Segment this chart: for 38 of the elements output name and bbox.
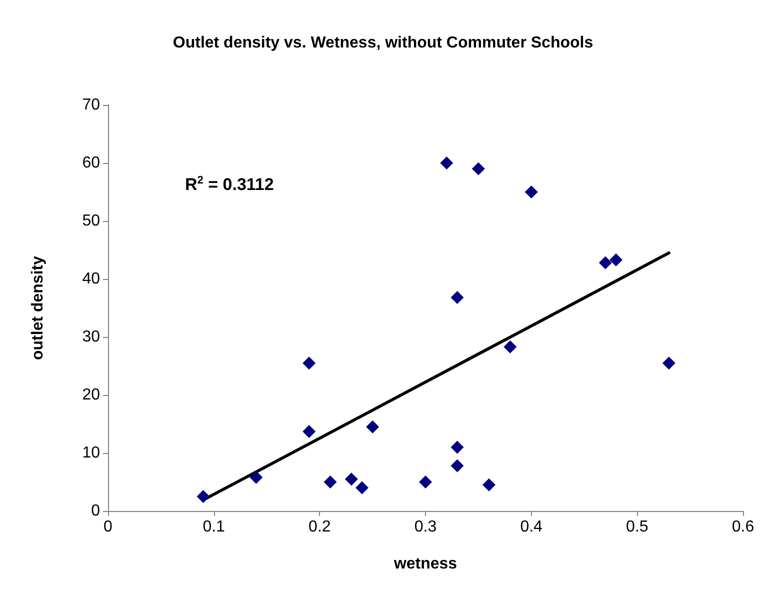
point <box>196 490 210 503</box>
point <box>419 476 432 488</box>
y-axis-title: outlet density <box>30 256 46 360</box>
chart-title: Outlet density vs. Wetness, without Commuter Schools <box>172 34 594 52</box>
y-tick-label: 50 <box>82 212 100 230</box>
point <box>324 476 337 488</box>
point <box>450 291 464 304</box>
point <box>366 420 380 434</box>
point <box>450 440 464 454</box>
y-tick-label: 40 <box>82 270 100 288</box>
y-tick-label: 20 <box>82 386 100 404</box>
x-tick-label: 0.4 <box>520 518 543 536</box>
x-axis-title: wetness <box>392 556 458 572</box>
point <box>610 253 622 266</box>
x-tick-label: 0.3 <box>414 518 437 536</box>
point <box>344 472 358 486</box>
point <box>482 478 496 492</box>
point <box>356 481 368 494</box>
point <box>302 425 316 438</box>
x-tick-label: 0 <box>104 518 113 536</box>
point <box>302 356 316 370</box>
point <box>524 186 538 198</box>
point <box>440 156 454 170</box>
y-tick-label: 70 <box>82 96 100 114</box>
y-tick-label: 60 <box>82 154 100 172</box>
point <box>662 356 676 370</box>
y-tick-label: 30 <box>82 328 100 346</box>
point <box>598 256 612 270</box>
x-tick-label: 0.6 <box>732 518 754 536</box>
point <box>504 340 517 354</box>
x-tick-label: 0.5 <box>626 518 648 536</box>
x-tick-label: 0.2 <box>308 518 331 536</box>
y-tick-label: 0 <box>91 502 100 520</box>
point <box>450 459 464 472</box>
y-tick-label: 10 <box>82 444 100 462</box>
x-tick-label: 0.1 <box>202 518 226 536</box>
point <box>250 470 263 484</box>
point <box>472 162 485 176</box>
